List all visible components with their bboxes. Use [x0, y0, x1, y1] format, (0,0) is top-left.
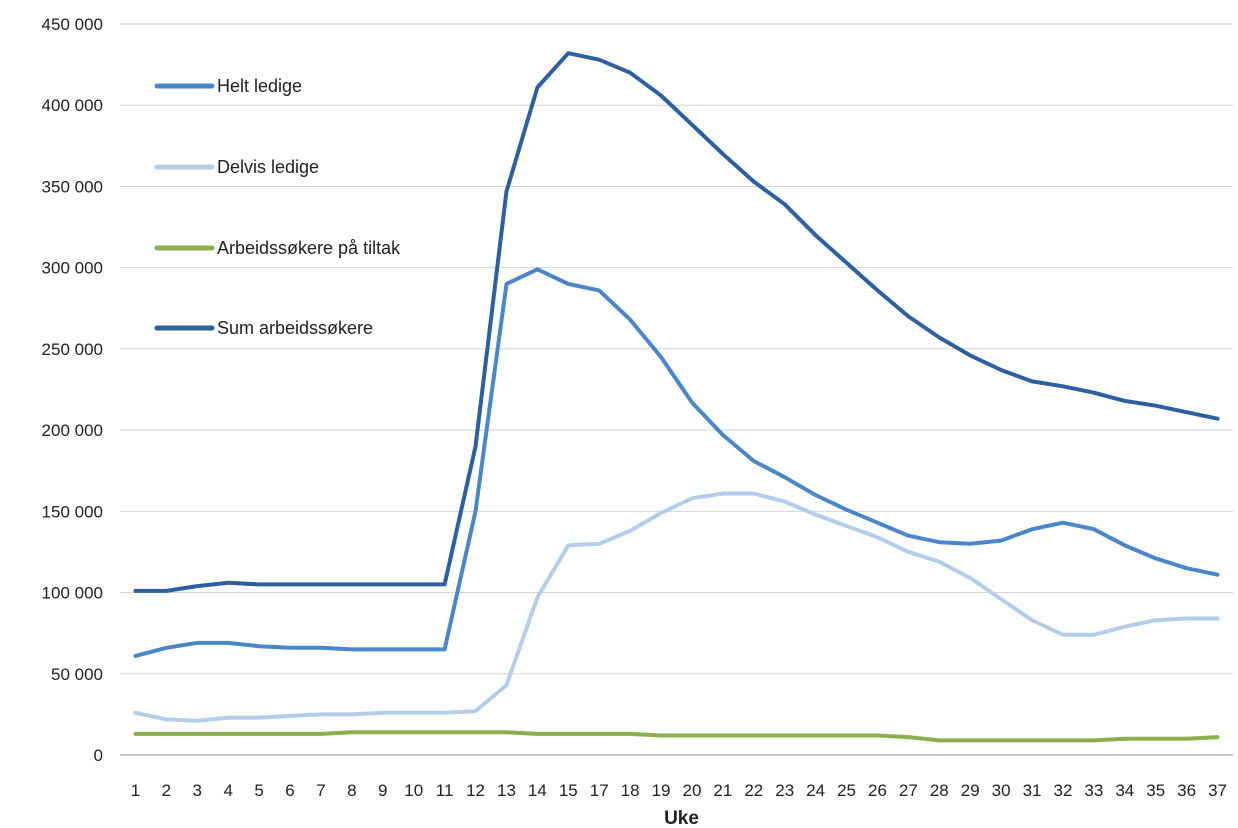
x-axis-label: Uke [664, 808, 699, 828]
x-tick-label: 22 [744, 781, 763, 800]
x-tick-label: 21 [713, 781, 732, 800]
x-tick-label: 34 [1115, 781, 1134, 800]
y-tick-label: 300 000 [42, 259, 103, 278]
x-tick-label: 30 [992, 781, 1011, 800]
x-tick-label: 4 [223, 781, 232, 800]
legend-entry: Helt ledige [217, 76, 302, 96]
x-tick-label: 15 [559, 781, 578, 800]
x-tick-label: 29 [961, 781, 980, 800]
x-tick-label: 2 [162, 781, 171, 800]
x-tick-label: 18 [621, 781, 640, 800]
y-tick-label: 200 000 [42, 421, 103, 440]
x-axis-tick-labels: 1 2 3 4 5 6 7 8 9 10 11 12 13 14 15 17 18 19 20 21 22 23 24 25 2… [131, 781, 1227, 800]
x-tick-label: 20 [682, 781, 701, 800]
y-tick-label: 150 000 [42, 502, 103, 521]
y-tick-label: 50 000 [51, 665, 103, 684]
x-tick-label: 24 [806, 781, 825, 800]
series-line-4 [133, 51, 1220, 593]
x-tick-label: 9 [378, 781, 387, 800]
y-tick-label: 0 [94, 746, 103, 765]
x-tick-label: 11 [436, 781, 454, 800]
y-tick-label: 100 000 [42, 584, 103, 603]
x-tick-label: 8 [347, 781, 356, 800]
x-tick-label: 33 [1084, 781, 1103, 800]
x-tick-label: 19 [652, 781, 671, 800]
x-tick-label: 12 [466, 781, 485, 800]
series-line-3 [133, 730, 1220, 743]
x-tick-label: 23 [775, 781, 794, 800]
y-tick-label: 450 000 [42, 15, 103, 34]
gridlines [120, 23, 1233, 675]
y-tick-label: 400 000 [42, 96, 103, 115]
x-tick-label: 32 [1053, 781, 1072, 800]
x-tick-label: 31 [1023, 781, 1042, 800]
x-tick-label: 1 [131, 781, 140, 800]
x-tick-label: 26 [868, 781, 887, 800]
x-tick-label: 27 [899, 781, 918, 800]
x-tick-label: 35 [1146, 781, 1165, 800]
x-tick-label: 7 [316, 781, 325, 800]
x-tick-label: 3 [193, 781, 202, 800]
series-line-1 [133, 267, 1220, 658]
x-tick-label: 28 [930, 781, 949, 800]
legend-entry: Arbeidssøkere på tiltak [217, 238, 401, 258]
y-tick-label: 350 000 [42, 177, 103, 196]
x-tick-label: 13 [497, 781, 516, 800]
x-tick-label: 5 [254, 781, 263, 800]
y-tick-label: 250 000 [42, 340, 103, 359]
x-tick-label: 10 [404, 781, 423, 800]
series-lines [133, 51, 1220, 743]
legend: Helt ledige Delvis ledige Arbeidssøkere på… [154, 76, 401, 338]
x-tick-label: 25 [837, 781, 856, 800]
x-tick-label: 14 [528, 781, 547, 800]
x-tick-label: 37 [1208, 781, 1227, 800]
series-line-2 [133, 491, 1220, 723]
y-axis-tick-labels: 0 50 000 100 000 150 000 200 000 250 000 300 0… [42, 15, 103, 765]
legend-entry: Sum arbeidssøkere [217, 318, 373, 338]
x-tick-label: 36 [1177, 781, 1196, 800]
legend-entry: Delvis ledige [217, 157, 319, 177]
x-tick-label: 17 [590, 781, 609, 800]
x-tick-label: 6 [285, 781, 294, 800]
